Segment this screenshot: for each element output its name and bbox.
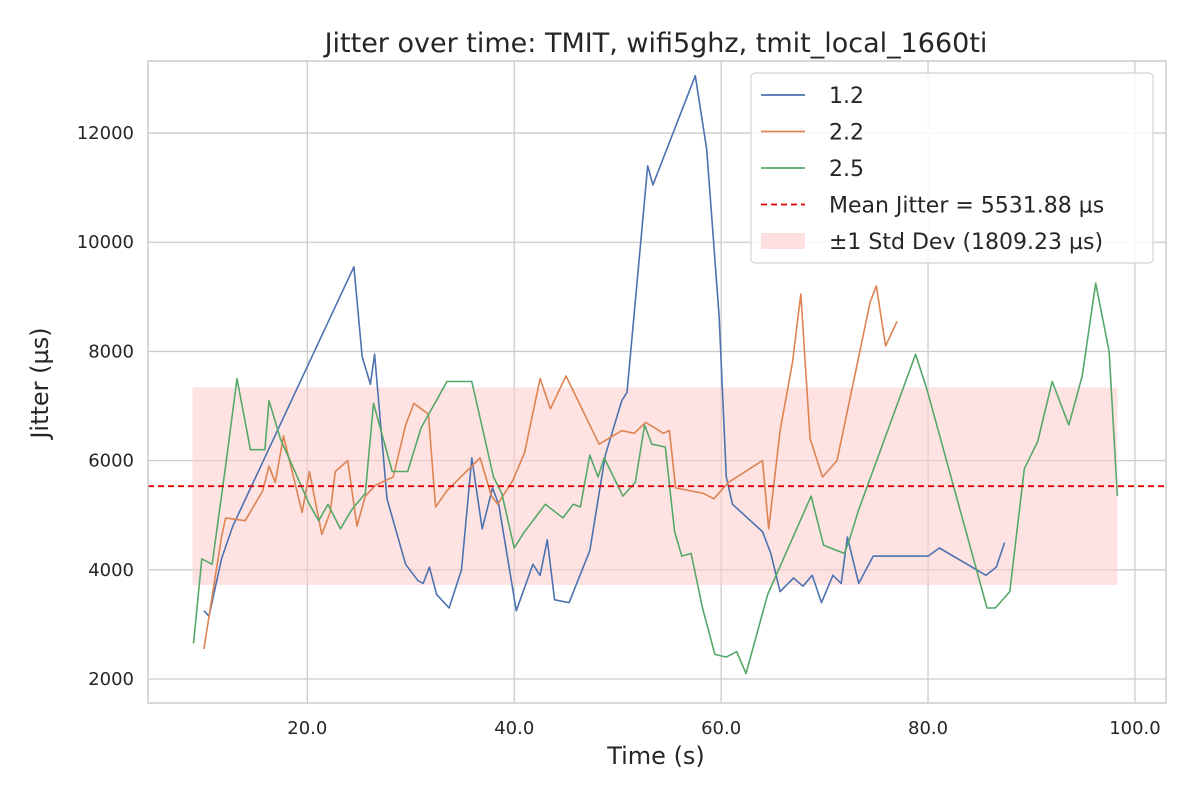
y-tick-label: 2000: [88, 669, 134, 690]
x-axis-label: Time (s): [606, 742, 705, 770]
x-tick-label: 100.0: [1109, 718, 1161, 739]
legend: 1.2 2.2 2.5 Mean Jitter = 5531.88 µs ±1 Std …: [750, 72, 1154, 264]
plot-frame: [147, 60, 1167, 704]
x-axis-ticks: 20.0 40.0 60.0 80.0 100.0: [287, 718, 1160, 739]
series-line-2-2: [203, 285, 898, 650]
legend-swatch: [761, 233, 805, 249]
legend-label: 2.2: [829, 121, 864, 146]
legend-label: ±1 Std Dev (1809.23 µs): [829, 230, 1103, 255]
series-line-1-2: [203, 74, 1006, 618]
y-tick-label: 8000: [88, 341, 134, 362]
legend-label: Mean Jitter = 5531.88 µs: [829, 194, 1104, 219]
x-tick-label: 80.0: [908, 718, 948, 739]
legend-label: 2.5: [829, 157, 864, 182]
legend-box: [750, 72, 1154, 264]
chart-title: Jitter over time: TMIT, wifi5ghz, tmit_l…: [323, 28, 988, 59]
series-line-2-5: [192, 282, 1119, 675]
y-tick-label: 6000: [88, 451, 134, 472]
y-tick-label: 12000: [77, 123, 134, 144]
y-axis-ticks: 2000 4000 6000 8000 10000 12000: [77, 123, 134, 690]
x-tick-label: 20.0: [287, 718, 327, 739]
series-layer: [192, 74, 1119, 675]
x-tick-label: 60.0: [701, 718, 741, 739]
y-tick-label: 4000: [88, 560, 134, 581]
y-axis-label: Jitter (µs): [26, 327, 54, 440]
x-tick-label: 40.0: [494, 718, 534, 739]
y-tick-label: 10000: [77, 232, 134, 253]
legend-label: 1.2: [829, 84, 864, 109]
